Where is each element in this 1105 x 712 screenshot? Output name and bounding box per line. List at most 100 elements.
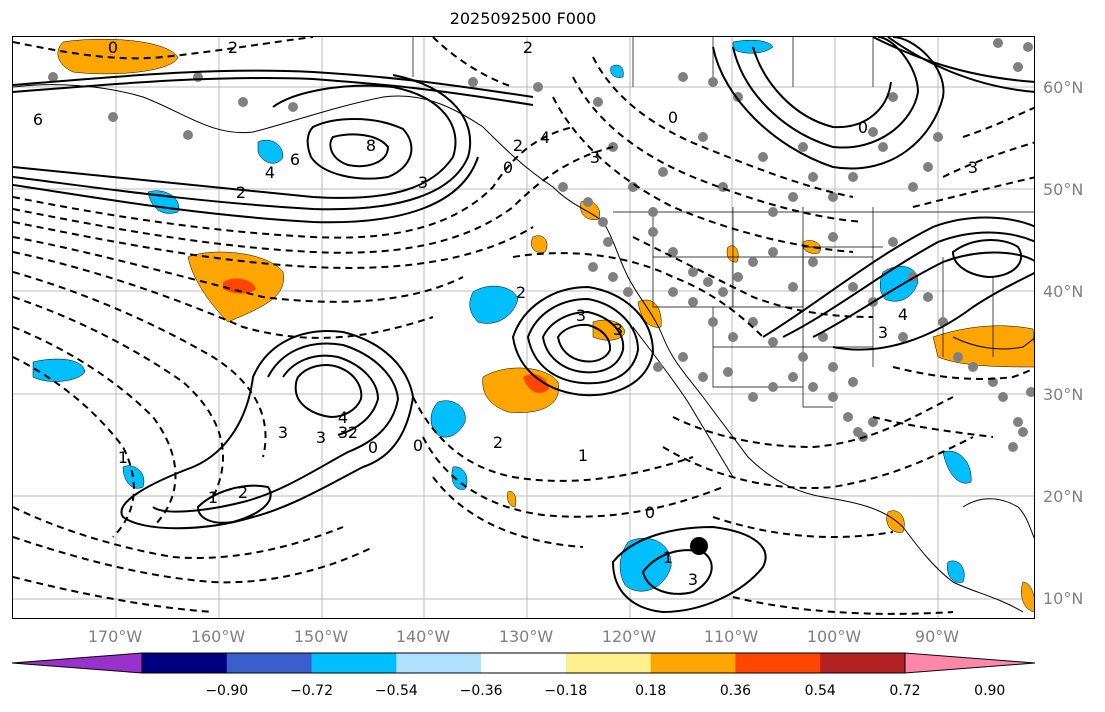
contour-label: 0 [108,38,118,57]
colorbar-tick-label: −0.72 [290,683,333,699]
longitude-label: 160°W [190,627,246,646]
station-dot [1008,442,1018,452]
contour-label: 3 [418,173,428,192]
station-dot [183,130,193,140]
contour-label: 2 [523,38,533,57]
station-dot [758,152,768,162]
station-dot [853,427,863,437]
contour-label: 4 [898,305,908,324]
station-dot [688,297,698,307]
colorbar-segment [735,653,821,673]
station-dot [698,132,708,142]
contour-label: 2 [228,38,238,57]
station-dot [623,287,633,297]
longitude-label: 100°W [806,627,862,646]
colorbar-border [141,652,906,674]
station-dot [598,217,608,227]
station-dot [1013,417,1023,427]
longitude-label: 90°W [914,627,960,646]
station-dot [788,192,798,202]
colorbar-segment [565,653,652,673]
contour-label: 2 [348,423,358,442]
station-dot [288,102,298,112]
storm-center-marker [690,537,708,555]
station-dot [1026,387,1034,397]
latitude-label: 10°N [1043,589,1084,608]
station-dot [768,247,778,257]
positive-shading [57,38,1034,612]
station-dot [798,142,808,152]
colorbar-segment [142,653,228,673]
station-dot [798,352,808,362]
contour-label: 0 [668,108,678,127]
latitude-label: 30°N [1043,385,1084,404]
contour-label: 2 [238,483,248,502]
latitude-label: 60°N [1043,78,1084,97]
station-dot [848,172,858,182]
station-dot [808,172,818,182]
station-dot [993,38,1003,48]
station-dot [703,277,713,287]
longitude-label: 130°W [498,627,554,646]
station-dot [843,412,853,422]
contour-label: 4 [265,163,275,182]
station-dot [748,257,758,267]
station-dot [788,282,798,292]
station-dot [818,332,828,342]
contour-label: 0 [503,158,513,177]
contour-label: 1 [208,488,218,507]
coastlines [13,84,1034,613]
colorbar-tick-label: −0.18 [544,683,588,699]
contour-label: 0 [858,118,868,137]
station-dot [898,332,908,342]
negative-shading [32,39,972,592]
station-dot [668,247,678,257]
station-dot [583,197,593,207]
longitude-label: 110°W [703,627,759,646]
colorbar-tick-label: −0.36 [459,683,503,699]
contour-label: 2 [516,283,526,302]
colorbar-segment [650,653,736,673]
station-dots [48,38,1034,452]
colorbar-segment [396,653,482,673]
station-dot [878,142,888,152]
contour-label: 3 [338,423,348,442]
station-dot [848,377,858,387]
station-dot [848,282,858,292]
contour-label: 1 [118,448,128,467]
station-dot [108,112,118,122]
station-dot [658,167,668,177]
station-dot [588,262,598,272]
colorbar-segment [820,653,906,673]
contour-label: 3 [590,148,600,167]
station-dot [468,77,478,87]
longitude-label: 120°W [601,627,657,646]
colorbar-tick-label: −0.54 [374,683,418,699]
station-dot [648,207,658,217]
contour-label: 3 [613,320,623,339]
station-dot [48,72,58,82]
solid-contours [13,37,1034,614]
contour-label: 2 [236,183,246,202]
colorbar-segment [311,653,397,673]
contour-label: 1 [663,548,673,567]
contour-label: 6 [33,110,43,129]
station-dot [888,237,898,247]
station-dot [908,182,918,192]
station-dot [648,227,658,237]
contour-label: 3 [688,570,698,589]
station-dot [1023,42,1033,52]
station-dot [828,192,838,202]
dashed-contours [13,37,1034,615]
latitude-label: 50°N [1043,180,1084,199]
contour-label: 3 [316,428,326,447]
colorbar-extend-high [904,652,1035,674]
station-dot [923,292,933,302]
station-dot [998,392,1008,402]
station-dot [748,392,758,402]
colorbar-tick-label: 0.54 [804,683,836,699]
colorbar-tick-label: 0.90 [974,683,1006,699]
longitude-label: 150°W [293,627,349,646]
